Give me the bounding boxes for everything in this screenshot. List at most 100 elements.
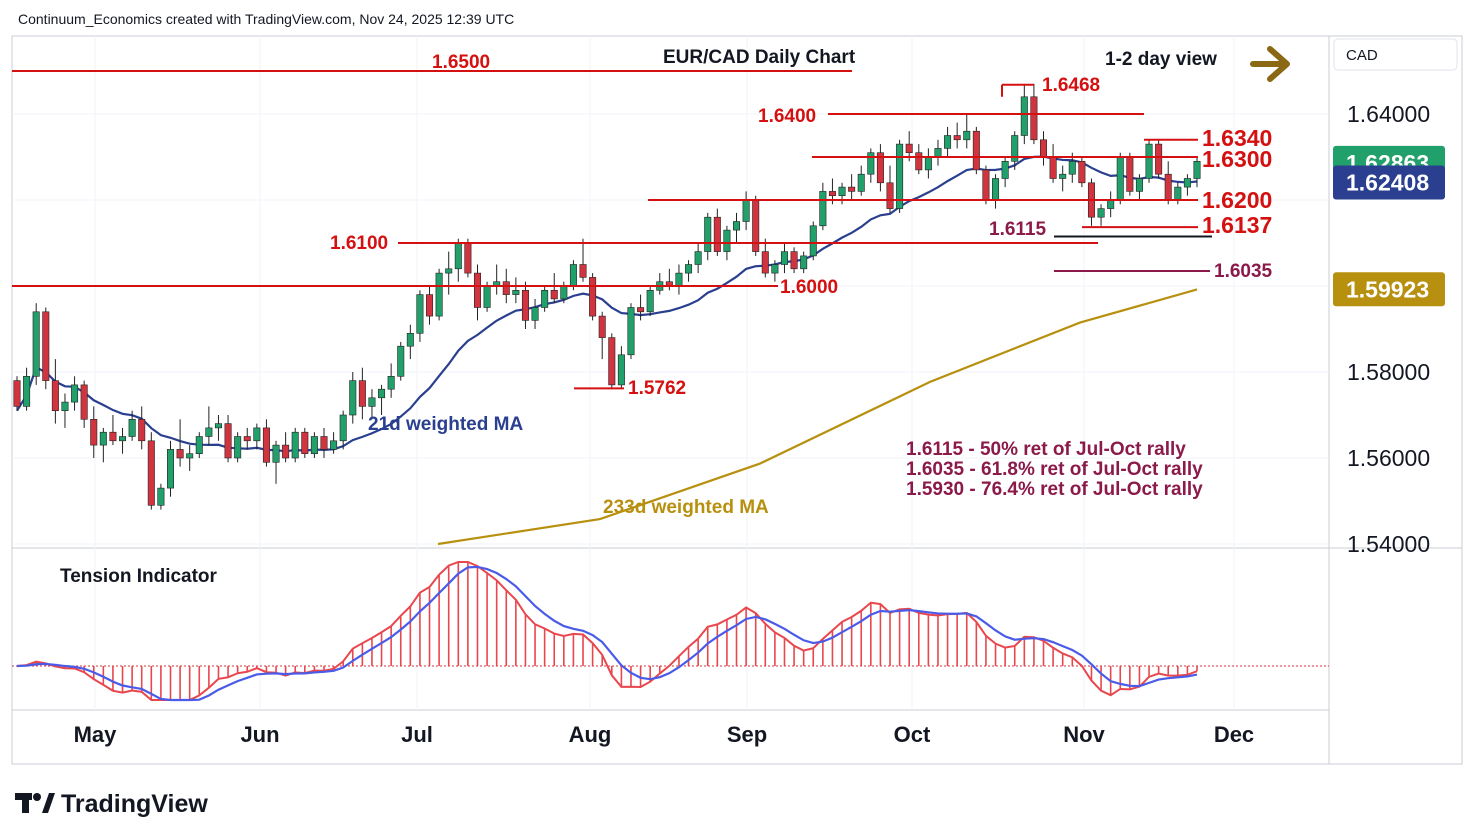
price-tag-label-2: 1.59923 bbox=[1346, 276, 1429, 302]
candle-body bbox=[90, 418, 98, 446]
candle-body bbox=[809, 225, 817, 257]
candle-body bbox=[1145, 143, 1153, 179]
candle-body bbox=[13, 380, 21, 407]
candle-body bbox=[1126, 156, 1134, 192]
candle-body bbox=[848, 186, 856, 192]
chart-frame bbox=[11, 35, 1463, 765]
candle-body bbox=[627, 307, 635, 356]
candle-body bbox=[742, 199, 750, 222]
candle-body bbox=[637, 307, 645, 313]
candle-body bbox=[838, 186, 846, 197]
ma21-path bbox=[16, 155, 1198, 453]
candle-body bbox=[944, 135, 952, 149]
price-tick-1: 1.58000 bbox=[1347, 359, 1430, 385]
candle-body bbox=[397, 345, 405, 377]
candle-body bbox=[857, 173, 865, 192]
candle-body bbox=[282, 444, 290, 459]
candle-body bbox=[301, 431, 309, 455]
price-tag-label-1: 1.62408 bbox=[1346, 169, 1429, 195]
candle-body bbox=[445, 268, 453, 274]
candle-body bbox=[330, 440, 338, 450]
candle-body bbox=[147, 440, 155, 506]
candle-body bbox=[646, 289, 654, 313]
level-label-1-6100: 1.6100 bbox=[330, 233, 388, 254]
candle-body bbox=[454, 242, 462, 270]
currency-box[interactable] bbox=[1333, 38, 1458, 71]
level-label-1-6200: 1.6200 bbox=[1202, 187, 1272, 213]
candle-body bbox=[723, 229, 731, 252]
price-tick-0: 1.64000 bbox=[1347, 101, 1430, 127]
brand-name: TradingView bbox=[61, 790, 208, 818]
candle-body bbox=[1011, 135, 1019, 162]
candle-body bbox=[934, 148, 942, 158]
month-tick-1: Jun bbox=[240, 722, 279, 747]
candle-body bbox=[119, 436, 127, 442]
candle-body bbox=[1068, 161, 1076, 175]
candle-body bbox=[224, 423, 232, 459]
candle-body bbox=[780, 251, 788, 265]
candle-body bbox=[464, 242, 472, 274]
tradingview-logo-icon bbox=[15, 793, 55, 813]
candle-body bbox=[924, 156, 932, 171]
candle-body bbox=[80, 384, 88, 420]
candle-body bbox=[157, 487, 165, 506]
price-axis: 1.64000 1.58000 1.56000 1.54000 bbox=[1347, 101, 1430, 557]
candle-body bbox=[51, 380, 59, 412]
candle-body bbox=[387, 375, 395, 390]
price-tick-3: 1.54000 bbox=[1347, 531, 1430, 557]
candle-body bbox=[176, 449, 184, 459]
candle-body bbox=[502, 281, 510, 295]
level-lines: 1.65001.64681.64001.63401.63001.62001.61… bbox=[12, 52, 1273, 399]
candle-body bbox=[23, 375, 31, 407]
candle-body bbox=[915, 152, 923, 171]
candle-body bbox=[953, 135, 961, 141]
candle-body bbox=[1001, 161, 1009, 179]
candle-body bbox=[272, 444, 280, 463]
candle-body bbox=[1078, 161, 1086, 184]
grid-lines bbox=[12, 36, 1329, 710]
candle-body bbox=[598, 315, 606, 338]
candle-body bbox=[368, 397, 376, 407]
month-tick-4: Sep bbox=[727, 722, 767, 747]
tension-line bbox=[16, 561, 1198, 701]
level-label-1-6468: 1.6468 bbox=[1042, 75, 1100, 96]
candle-body bbox=[982, 169, 990, 201]
month-tick-5: Oct bbox=[894, 722, 931, 747]
candle-body bbox=[32, 311, 40, 377]
candle-body bbox=[905, 143, 913, 154]
candle-body bbox=[560, 285, 568, 300]
candle-body bbox=[694, 251, 702, 265]
tension-signal-line bbox=[16, 565, 1198, 702]
candle-body bbox=[896, 143, 904, 209]
candle-body bbox=[800, 255, 808, 270]
ma233-path bbox=[437, 288, 1198, 546]
level-label-1-6400: 1.6400 bbox=[758, 106, 816, 127]
month-tick-3: Aug bbox=[569, 722, 612, 747]
ma21-label: 21d weighted MA bbox=[368, 414, 523, 435]
candle-body bbox=[1193, 161, 1201, 179]
month-tick-0: May bbox=[74, 722, 118, 747]
candle-body bbox=[867, 152, 875, 175]
candle-body bbox=[416, 294, 424, 334]
candle-body bbox=[992, 178, 1000, 201]
month-tick-6: Nov bbox=[1063, 722, 1105, 747]
note-2: 1.6035 - 61.8% ret of Jul-Oct rally bbox=[906, 459, 1203, 480]
candle-body bbox=[205, 427, 213, 437]
candlestick-series bbox=[13, 83, 1201, 510]
candle-body bbox=[349, 380, 357, 416]
candle-body bbox=[42, 311, 50, 381]
candle-body bbox=[128, 418, 136, 437]
candle-body bbox=[972, 130, 980, 171]
candle-body bbox=[550, 289, 558, 300]
level-label-1-6115: 1.6115 bbox=[989, 219, 1046, 240]
candle-body bbox=[473, 272, 481, 308]
candle-body bbox=[713, 216, 721, 252]
candle-body bbox=[733, 221, 741, 231]
level-label-1-5762: 1.5762 bbox=[628, 378, 686, 399]
ma21-line bbox=[16, 155, 1198, 453]
right-arrow-icon bbox=[1250, 46, 1290, 82]
candle-body bbox=[61, 401, 69, 412]
candle-body bbox=[1030, 96, 1038, 141]
candle-body bbox=[234, 436, 242, 459]
